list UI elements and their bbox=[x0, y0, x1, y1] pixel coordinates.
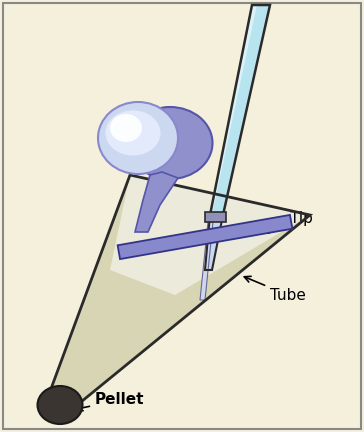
Polygon shape bbox=[205, 215, 223, 270]
Text: Pellet: Pellet bbox=[76, 393, 145, 411]
Ellipse shape bbox=[110, 114, 142, 142]
Text: Tube: Tube bbox=[244, 276, 306, 302]
Polygon shape bbox=[200, 222, 213, 300]
Polygon shape bbox=[118, 215, 292, 259]
Ellipse shape bbox=[37, 386, 83, 424]
Polygon shape bbox=[135, 172, 178, 232]
Polygon shape bbox=[205, 212, 226, 222]
Polygon shape bbox=[45, 175, 310, 415]
Ellipse shape bbox=[127, 107, 213, 179]
Polygon shape bbox=[210, 5, 257, 215]
Polygon shape bbox=[210, 5, 270, 215]
Ellipse shape bbox=[106, 111, 161, 156]
Polygon shape bbox=[110, 175, 310, 295]
Text: Tip: Tip bbox=[262, 210, 313, 233]
Ellipse shape bbox=[98, 102, 178, 174]
